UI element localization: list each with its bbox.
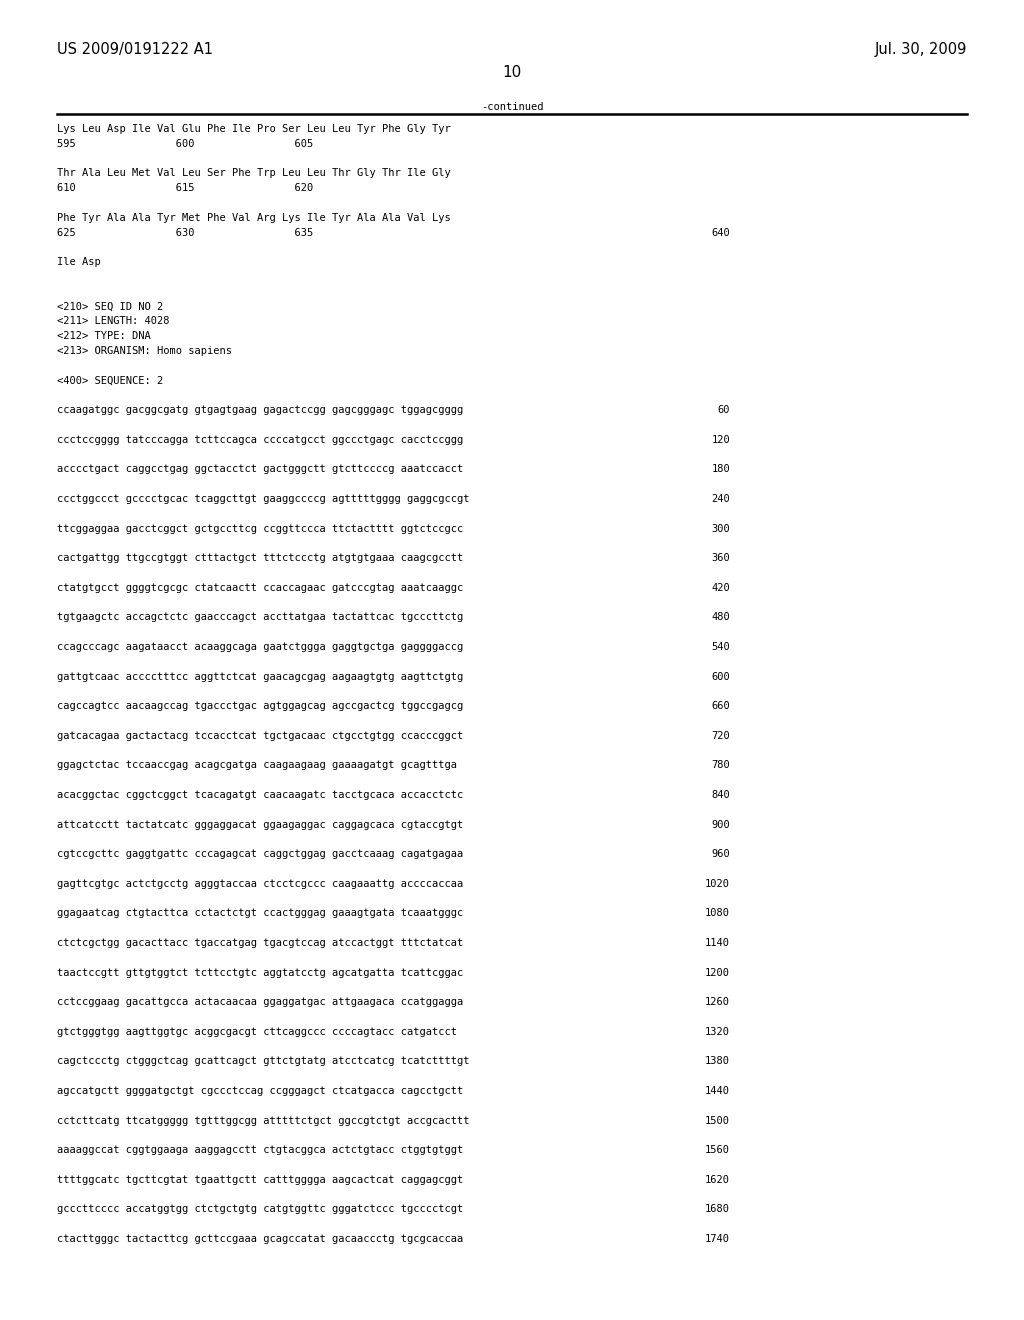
Text: <213> ORGANISM: Homo sapiens: <213> ORGANISM: Homo sapiens	[57, 346, 232, 356]
Text: 900: 900	[712, 820, 730, 829]
Text: Phe Tyr Ala Ala Tyr Met Phe Val Arg Lys Ile Tyr Ala Ala Val Lys: Phe Tyr Ala Ala Tyr Met Phe Val Arg Lys …	[57, 213, 451, 223]
Text: taactccgtt gttgtggtct tcttcctgtc aggtatcctg agcatgatta tcattcggac: taactccgtt gttgtggtct tcttcctgtc aggtatc…	[57, 968, 463, 978]
Text: gtctgggtgg aagttggtgc acggcgacgt cttcaggccc ccccagtacc catgatcct: gtctgggtgg aagttggtgc acggcgacgt cttcagg…	[57, 1027, 457, 1036]
Text: 1500: 1500	[705, 1115, 730, 1126]
Text: acccctgact caggcctgag ggctacctct gactgggctt gtcttccccg aaatccacct: acccctgact caggcctgag ggctacctct gactggg…	[57, 465, 463, 474]
Text: 540: 540	[712, 642, 730, 652]
Text: cagccagtcc aacaagccag tgaccctgac agtggagcag agccgactcg tggccgagcg: cagccagtcc aacaagccag tgaccctgac agtggag…	[57, 701, 463, 711]
Text: Jul. 30, 2009: Jul. 30, 2009	[874, 42, 967, 57]
Text: gagttcgtgc actctgcctg agggtaccaa ctcctcgccc caagaaattg accccaccaa: gagttcgtgc actctgcctg agggtaccaa ctcctcg…	[57, 879, 463, 888]
Text: <210> SEQ ID NO 2: <210> SEQ ID NO 2	[57, 301, 163, 312]
Text: 640: 640	[712, 227, 730, 238]
Text: 1200: 1200	[705, 968, 730, 978]
Text: ttttggcatc tgcttcgtat tgaattgctt catttgggga aagcactcat caggagcggt: ttttggcatc tgcttcgtat tgaattgctt catttgg…	[57, 1175, 463, 1185]
Text: gcccttcccc accatggtgg ctctgctgtg catgtggttc gggatctccc tgcccctcgt: gcccttcccc accatggtgg ctctgctgtg catgtgg…	[57, 1204, 463, 1214]
Text: 660: 660	[712, 701, 730, 711]
Text: ctatgtgcct ggggtcgcgc ctatcaactt ccaccagaac gatcccgtag aaatcaaggc: ctatgtgcct ggggtcgcgc ctatcaactt ccaccag…	[57, 583, 463, 593]
Text: ccagcccagc aagataacct acaaggcaga gaatctggga gaggtgctga gaggggaccg: ccagcccagc aagataacct acaaggcaga gaatctg…	[57, 642, 463, 652]
Text: <212> TYPE: DNA: <212> TYPE: DNA	[57, 331, 151, 341]
Text: ctacttgggc tactacttcg gcttccgaaa gcagccatat gacaaccctg tgcgcaccaa: ctacttgggc tactacttcg gcttccgaaa gcagcca…	[57, 1234, 463, 1243]
Text: 480: 480	[712, 612, 730, 623]
Text: 1560: 1560	[705, 1146, 730, 1155]
Text: 780: 780	[712, 760, 730, 771]
Text: 1620: 1620	[705, 1175, 730, 1185]
Text: cagctccctg ctgggctcag gcattcagct gttctgtatg atcctcatcg tcatcttttgt: cagctccctg ctgggctcag gcattcagct gttctgt…	[57, 1056, 469, 1067]
Text: 300: 300	[712, 524, 730, 533]
Text: 720: 720	[712, 731, 730, 741]
Text: -continued: -continued	[480, 102, 544, 112]
Text: Ile Asp: Ile Asp	[57, 257, 100, 267]
Text: 10: 10	[503, 65, 521, 81]
Text: 240: 240	[712, 494, 730, 504]
Text: 1440: 1440	[705, 1086, 730, 1096]
Text: 1380: 1380	[705, 1056, 730, 1067]
Text: gattgtcaac acccctttcc aggttctcat gaacagcgag aagaagtgtg aagttctgtg: gattgtcaac acccctttcc aggttctcat gaacagc…	[57, 672, 463, 681]
Text: ccctggccct gcccctgcac tcaggcttgt gaaggccccg agtttttgggg gaggcgccgt: ccctggccct gcccctgcac tcaggcttgt gaaggcc…	[57, 494, 469, 504]
Text: 120: 120	[712, 434, 730, 445]
Text: 420: 420	[712, 583, 730, 593]
Text: 610                615                620: 610 615 620	[57, 183, 313, 193]
Text: 1680: 1680	[705, 1204, 730, 1214]
Text: gatcacagaa gactactacg tccacctcat tgctgacaac ctgcctgtgg ccacccggct: gatcacagaa gactactacg tccacctcat tgctgac…	[57, 731, 463, 741]
Text: US 2009/0191222 A1: US 2009/0191222 A1	[57, 42, 213, 57]
Text: 360: 360	[712, 553, 730, 564]
Text: Thr Ala Leu Met Val Leu Ser Phe Trp Leu Leu Thr Gly Thr Ile Gly: Thr Ala Leu Met Val Leu Ser Phe Trp Leu …	[57, 169, 451, 178]
Text: ggagctctac tccaaccgag acagcgatga caagaagaag gaaaagatgt gcagtttga: ggagctctac tccaaccgag acagcgatga caagaag…	[57, 760, 457, 771]
Text: cgtccgcttc gaggtgattc cccagagcat caggctggag gacctcaaag cagatgagaa: cgtccgcttc gaggtgattc cccagagcat caggctg…	[57, 849, 463, 859]
Text: acacggctac cggctcggct tcacagatgt caacaagatc tacctgcaca accacctctc: acacggctac cggctcggct tcacagatgt caacaag…	[57, 789, 463, 800]
Text: <400> SEQUENCE: 2: <400> SEQUENCE: 2	[57, 376, 163, 385]
Text: 1020: 1020	[705, 879, 730, 888]
Text: 180: 180	[712, 465, 730, 474]
Text: 600: 600	[712, 672, 730, 681]
Text: 595                600                605: 595 600 605	[57, 139, 313, 149]
Text: 1080: 1080	[705, 908, 730, 919]
Text: cactgattgg ttgccgtggt ctttactgct tttctccctg atgtgtgaaa caagcgcctt: cactgattgg ttgccgtggt ctttactgct tttctcc…	[57, 553, 463, 564]
Text: agccatgctt ggggatgctgt cgccctccag ccgggagct ctcatgacca cagcctgctt: agccatgctt ggggatgctgt cgccctccag ccggga…	[57, 1086, 463, 1096]
Text: ccaagatggc gacggcgatg gtgagtgaag gagactccgg gagcgggagc tggagcgggg: ccaagatggc gacggcgatg gtgagtgaag gagactc…	[57, 405, 463, 416]
Text: ccctccgggg tatcccagga tcttccagca ccccatgcct ggccctgagc cacctccggg: ccctccgggg tatcccagga tcttccagca ccccatg…	[57, 434, 463, 445]
Text: ctctcgctgg gacacttacc tgaccatgag tgacgtccag atccactggt tttctatcat: ctctcgctgg gacacttacc tgaccatgag tgacgtc…	[57, 939, 463, 948]
Text: aaaaggccat cggtggaaga aaggagcctt ctgtacggca actctgtacc ctggtgtggt: aaaaggccat cggtggaaga aaggagcctt ctgtacg…	[57, 1146, 463, 1155]
Text: tgtgaagctc accagctctc gaacccagct accttatgaa tactattcac tgcccttctg: tgtgaagctc accagctctc gaacccagct accttat…	[57, 612, 463, 623]
Text: 625                630                635: 625 630 635	[57, 227, 313, 238]
Text: ggagaatcag ctgtacttca cctactctgt ccactgggag gaaagtgata tcaaatgggc: ggagaatcag ctgtacttca cctactctgt ccactgg…	[57, 908, 463, 919]
Text: attcatcctt tactatcatc gggaggacat ggaagaggac caggagcaca cgtaccgtgt: attcatcctt tactatcatc gggaggacat ggaagag…	[57, 820, 463, 829]
Text: ttcggaggaa gacctcggct gctgccttcg ccggttccca ttctactttt ggtctccgcc: ttcggaggaa gacctcggct gctgccttcg ccggttc…	[57, 524, 463, 533]
Text: cctcttcatg ttcatggggg tgtttggcgg atttttctgct ggccgtctgt accgcacttt: cctcttcatg ttcatggggg tgtttggcgg atttttc…	[57, 1115, 469, 1126]
Text: 60: 60	[718, 405, 730, 416]
Text: 960: 960	[712, 849, 730, 859]
Text: cctccggaag gacattgcca actacaacaa ggaggatgac attgaagaca ccatggagga: cctccggaag gacattgcca actacaacaa ggaggat…	[57, 997, 463, 1007]
Text: <211> LENGTH: 4028: <211> LENGTH: 4028	[57, 317, 170, 326]
Text: 1140: 1140	[705, 939, 730, 948]
Text: Lys Leu Asp Ile Val Glu Phe Ile Pro Ser Leu Leu Tyr Phe Gly Tyr: Lys Leu Asp Ile Val Glu Phe Ile Pro Ser …	[57, 124, 451, 135]
Text: 1260: 1260	[705, 997, 730, 1007]
Text: 840: 840	[712, 789, 730, 800]
Text: 1320: 1320	[705, 1027, 730, 1036]
Text: 1740: 1740	[705, 1234, 730, 1243]
